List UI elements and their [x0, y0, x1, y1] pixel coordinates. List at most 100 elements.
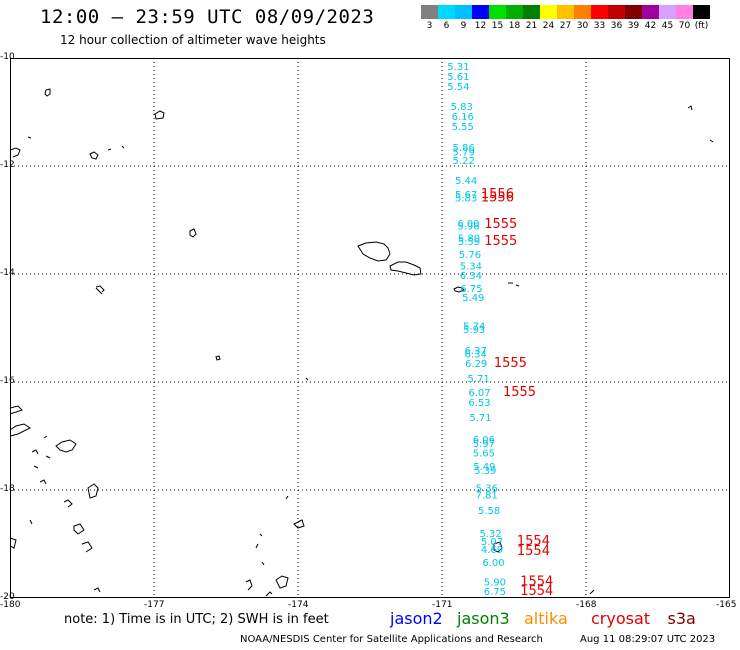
- legend-label: 70: [678, 21, 691, 31]
- island-atoll-3: [27, 136, 32, 139]
- latitude-label: -18: [0, 484, 15, 494]
- satellite-jason3: jason3: [457, 609, 510, 628]
- legend-swatch: [608, 5, 625, 19]
- satellite-s3a: s3a: [667, 609, 696, 628]
- satellite-jason2: jason2: [390, 609, 443, 628]
- legend-label: 39: [627, 21, 640, 31]
- pass-time-label: 1555: [484, 217, 517, 232]
- legend-label: 21: [525, 21, 538, 31]
- longitude-label: -171: [432, 600, 453, 610]
- satellite-cryosat: cryosat: [591, 609, 651, 628]
- wave-height-value: 5.54: [447, 82, 469, 93]
- footer-note: note: 1) Time is in UTC; 2) SWH is in fe…: [64, 612, 329, 627]
- page-title: 12:00 – 23:59 UTC 08/09/2023: [40, 6, 375, 28]
- island-tutuila: [453, 286, 465, 293]
- legend-label: 9: [460, 21, 467, 31]
- wave-height-value: 5.34: [460, 262, 482, 273]
- wave-height-value: 5.59: [458, 237, 480, 248]
- legend-label: 42: [644, 21, 657, 31]
- island-savaii: [357, 241, 391, 262]
- island-fiji-2: [9, 423, 31, 437]
- wave-height-value: 5.49: [473, 462, 495, 473]
- pass-time-label: 1554: [517, 544, 550, 559]
- island-futuna: [95, 285, 105, 293]
- credit-line: NOAA/NESDIS Center for Satellite Applica…: [240, 634, 543, 645]
- latitude-label: -12: [0, 160, 15, 170]
- latitude-label: -10: [0, 52, 15, 62]
- page-subtitle: 12 hour collection of altimeter wave hei…: [60, 33, 326, 47]
- island-tonga-3: [245, 579, 273, 597]
- island-wallis: [189, 228, 197, 238]
- wave-height-value: 5.96: [457, 222, 479, 233]
- longitude-label: -180: [0, 600, 21, 610]
- wave-height-value: 6.37: [465, 346, 487, 357]
- legend-swatch: [421, 5, 438, 19]
- pass-time-label: 1554: [520, 584, 553, 598]
- wave-height-value: 6.16: [452, 112, 474, 123]
- wave-height-value: 6.06: [473, 435, 495, 446]
- island-fiji-1: [9, 405, 23, 415]
- legend-label: 3: [426, 21, 433, 31]
- map-frame: 5.31 5.61 5.54 5.83 6.16 5.55 5.86 5.79 5.22 5.44…: [9, 58, 730, 599]
- legend-swatch: [523, 5, 540, 19]
- pass-time-label: 1555: [503, 385, 536, 400]
- wave-height-value: 5.49: [462, 293, 484, 304]
- legend-label: 12: [474, 21, 487, 31]
- legend-swatch: [506, 5, 523, 19]
- wave-height-map: 5.315.615.545.836.165.555.865.795.225.44…: [9, 58, 730, 599]
- island-east-1: [687, 105, 714, 143]
- legend-swatch: [642, 5, 659, 19]
- wave-height-value: 5.07: [481, 537, 503, 548]
- island-fiji-4: [31, 435, 51, 469]
- wave-height-value: 6.75: [484, 587, 506, 598]
- generation-timestamp: Aug 11 08:29:07 UTC 2023: [580, 634, 716, 645]
- wave-height-value: 5.83: [455, 194, 477, 205]
- longitude-label: -168: [576, 600, 597, 610]
- island-upolu: [389, 261, 422, 276]
- longitude-label: -177: [144, 600, 165, 610]
- wave-height-value: 5.71: [469, 413, 491, 424]
- wave-height-value: 5.61: [447, 72, 469, 83]
- legend-label: 24: [542, 21, 555, 31]
- island-fiji-7: [9, 519, 93, 553]
- wave-height-value: 5.22: [453, 156, 475, 167]
- wave-height-value: 5.31: [447, 62, 469, 73]
- wave-height-value: 5.36: [476, 484, 498, 495]
- wave-height-value: 6.34: [465, 350, 487, 361]
- wave-height-value: 5.83: [451, 102, 473, 113]
- wave-height-value: 5.67: [455, 190, 477, 201]
- wave-height-value: 6.75: [460, 284, 482, 295]
- wave-height-value: 6.00: [482, 558, 504, 569]
- wave-height-value: 5.55: [452, 122, 474, 133]
- land-outlines: [9, 88, 714, 597]
- legend-swatches: [421, 5, 710, 19]
- legend-swatch: [625, 5, 642, 19]
- legend-unit: (ft): [694, 21, 709, 31]
- island-tonga-2: [255, 533, 265, 566]
- wave-height-value: 5.90: [484, 578, 506, 589]
- island-atoll-1: [44, 88, 51, 97]
- island-tonga-1: [285, 495, 305, 529]
- wave-height-value: 6.53: [468, 398, 490, 409]
- legend-label: 45: [661, 21, 674, 31]
- legend-swatch: [540, 5, 557, 19]
- pass-time-label: 1556: [481, 187, 514, 202]
- wave-height-value: 5.80: [458, 234, 480, 245]
- color-legend: 3 6 9 12 15 18 21 24 27 30 33 36 39 42 45 70 (ft): [421, 5, 710, 33]
- wave-height-value: 6.07: [468, 388, 490, 399]
- legend-swatch: [489, 5, 506, 19]
- legend-swatch: [438, 5, 455, 19]
- legend-label: 36: [610, 21, 623, 31]
- wave-height-value: 6.29: [465, 359, 487, 370]
- wave-height-value: 5.71: [467, 374, 489, 385]
- wave-height-readings: 5.315.615.545.836.165.555.865.795.225.44…: [447, 62, 506, 598]
- wave-height-value: 5.79: [453, 148, 475, 159]
- pass-time-label: 1554: [520, 575, 553, 590]
- legend-label: 27: [559, 21, 572, 31]
- island-niue: [493, 541, 503, 553]
- legend-swatch: [472, 5, 489, 19]
- legend-swatch: [557, 5, 574, 19]
- legend-swatch: [574, 5, 591, 19]
- latitude-label: -14: [0, 268, 15, 278]
